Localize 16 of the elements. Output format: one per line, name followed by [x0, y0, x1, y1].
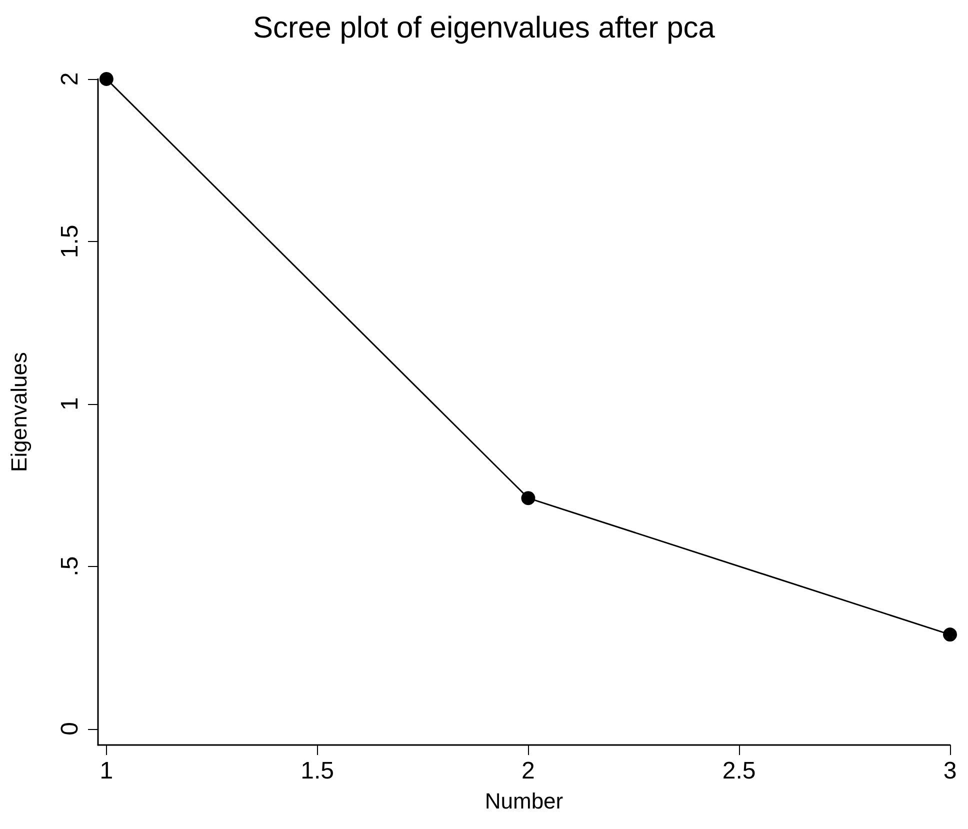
y-tick-label: .5	[56, 556, 84, 576]
x-tick-label: 3	[943, 758, 957, 784]
y-tick-label: 1	[56, 397, 84, 411]
x-tick-label: 1	[100, 758, 114, 784]
x-tick-label: 2	[522, 758, 535, 784]
y-tick-label: 2	[56, 72, 84, 86]
y-axis-title: Eigenvalues	[6, 352, 32, 472]
point	[943, 628, 957, 642]
x-axis-title: Number	[484, 788, 564, 814]
point	[521, 491, 536, 506]
x-tick-label: 2.5	[722, 758, 756, 784]
x-tick-label: 1.5	[300, 758, 334, 784]
chart-title: Scree plot of eigenvalues after pca	[253, 12, 716, 44]
y-tick-label: 1.5	[56, 224, 84, 258]
point	[99, 72, 114, 86]
y-tick-label: 0	[56, 722, 84, 736]
